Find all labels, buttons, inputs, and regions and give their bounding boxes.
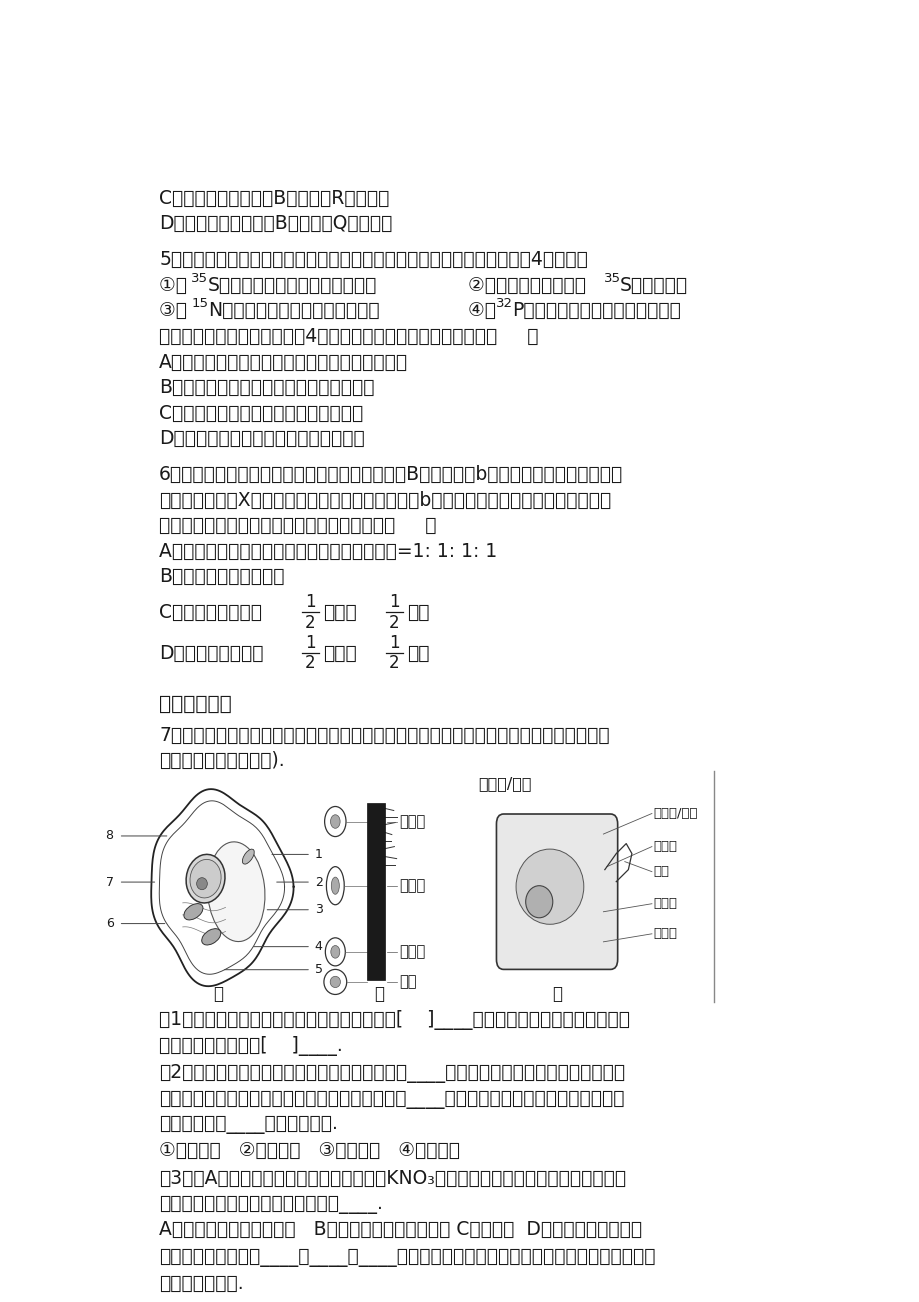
Ellipse shape — [331, 945, 339, 958]
Text: 成深色的染色体.: 成深色的染色体. — [159, 1273, 244, 1293]
Text: 株与窄叶雄株杂交，其后代的性别及表现型是（     ）: 株与窄叶雄株杂交，其后代的性别及表现型是（ ） — [159, 516, 437, 535]
Ellipse shape — [190, 859, 221, 898]
Text: C．沉淀、上清液、沉淀、沉淀和上清液: C．沉淀、上清液、沉淀、沉淀和上清液 — [159, 404, 363, 423]
Text: 乙: 乙 — [373, 984, 383, 1003]
Ellipse shape — [516, 849, 584, 924]
Text: 6: 6 — [106, 917, 113, 930]
Text: 分生区: 分生区 — [398, 944, 425, 960]
Text: 丙: 丙 — [551, 984, 562, 1003]
Text: 2: 2 — [305, 613, 315, 631]
Text: D．上清液、沉淀、沉淀和上清液、沉淀: D．上清液、沉淀、沉淀和上清液、沉淀 — [159, 430, 365, 448]
Ellipse shape — [186, 854, 225, 904]
Text: 35: 35 — [604, 272, 620, 285]
Text: C．全是雄株，其中: C．全是雄株，其中 — [159, 603, 262, 622]
Ellipse shape — [197, 878, 207, 889]
Text: A．宽叶雄株：宽叶雌株：窄叶雄株：窄叶雌株=1: 1: 1: 1: A．宽叶雄株：宽叶雌株：窄叶雄株：窄叶雌株=1: 1: 1: 1 — [159, 542, 497, 561]
Text: S标记的细菌: S标记的细菌 — [619, 276, 687, 294]
Text: A．液泡、线粒体、内质网   B．线粒体、液泡、核糖体 C．线粒体  D．细胞膜、液泡膜；: A．液泡、线粒体、内质网 B．线粒体、液泡、核糖体 C．线粒体 D．细胞膜、液泡… — [159, 1220, 641, 1240]
Text: （2）若用纤维素酶处理甲、丙两种细胞，则图中____细胞外层会发生明显变化，然后进行: （2）若用纤维素酶处理甲、丙两种细胞，则图中____细胞外层会发生明显变化，然后… — [159, 1064, 625, 1083]
Text: 宽叶、: 宽叶、 — [323, 603, 357, 622]
Text: 细胞层: 细胞层 — [652, 840, 676, 853]
Text: 根冠: 根冠 — [398, 974, 415, 990]
Ellipse shape — [325, 937, 345, 966]
Text: （1）甲图和乙图中都含有遗传物质的细胞器为[    ]____，与甲图细胞相比，乙图细胞中: （1）甲图和乙图中都含有遗传物质的细胞器为[ ]____，与甲图细胞相比，乙图细… — [159, 1010, 630, 1030]
Text: 2: 2 — [314, 875, 323, 888]
Text: 都不具有的细胞器是[    ]____.: 都不具有的细胞器是[ ]____. — [159, 1035, 343, 1056]
Text: D．在图乙上绘制装置B的曲线，Q点应左移: D．在图乙上绘制装置B的曲线，Q点应左移 — [159, 215, 392, 233]
Text: 核糖体/核核: 核糖体/核核 — [652, 807, 697, 820]
Text: 2: 2 — [389, 613, 400, 631]
Text: 宽叶、: 宽叶、 — [323, 644, 357, 663]
Ellipse shape — [201, 928, 221, 945]
Ellipse shape — [326, 867, 344, 905]
Text: 3: 3 — [314, 904, 323, 917]
Text: B．雌雄各半，全为宽叶: B．雌雄各半，全为宽叶 — [159, 568, 284, 586]
Text: 生命活动中的____（填入编号）.: 生命活动中的____（填入编号）. — [159, 1116, 337, 1134]
Text: 6．剪秋罗是一种雌雄异株的高等植物，有宽叶（B）和窄叶（b）两种类型，控制这两种性: 6．剪秋罗是一种雌雄异株的高等植物，有宽叶（B）和窄叶（b）两种类型，控制这两种… — [159, 465, 623, 484]
Text: B．沉淀、上清液、沉淀和上清液、上清液: B．沉淀、上清液、沉淀和上清液、上清液 — [159, 378, 374, 397]
Text: D．全是雌株，其中: D．全是雌株，其中 — [159, 644, 264, 663]
Text: 5．某研究人员模拟赫尔希和蔡斯关于噬菌体侵染细菌的实验，进行了以下4个实验：: 5．某研究人员模拟赫尔希和蔡斯关于噬菌体侵染细菌的实验，进行了以下4个实验： — [159, 250, 587, 270]
Text: 甲: 甲 — [213, 984, 223, 1003]
Text: 1: 1 — [305, 594, 315, 612]
Text: 取小麦根尖经解离、____、____、____后制成的临时装片，在其分生区细胞中看到被明显染: 取小麦根尖经解离、____、____、____后制成的临时装片，在其分生区细胞中… — [159, 1249, 655, 1267]
Text: 状的基因只位于X染色体上．研究发现，窄叶基因（b）可使花粉致死．现将杂合体宽叶雌: 状的基因只位于X染色体上．研究发现，窄叶基因（b）可使花粉致死．现将杂合体宽叶雌 — [159, 491, 611, 509]
Text: 细胞融合，该融合过程体现了细胞膜的结构特点是____．夏季白天图甲细胞能进行下列各项: 细胞融合，该融合过程体现了细胞膜的结构特点是____．夏季白天图甲细胞能进行下列… — [159, 1090, 624, 1109]
Text: 1: 1 — [389, 594, 400, 612]
Text: ③用: ③用 — [159, 301, 193, 320]
Text: （3）若A为洋葱表皮细胞，浸泡在一定浓度KNO₃溶液中发生了质壁分离后又出现自动复: （3）若A为洋葱表皮细胞，浸泡在一定浓度KNO₃溶液中发生了质壁分离后又出现自动… — [159, 1169, 626, 1187]
Text: P标记的噬菌体侵染未标记的细菌: P标记的噬菌体侵染未标记的细菌 — [512, 301, 680, 320]
Text: 细胞壁: 细胞壁 — [652, 897, 676, 910]
Text: ①用: ①用 — [159, 276, 193, 294]
Ellipse shape — [184, 904, 203, 921]
Text: 核糖体/核核: 核糖体/核核 — [478, 776, 531, 790]
Text: 二、非选择题: 二、非选择题 — [159, 695, 232, 713]
Text: 7: 7 — [106, 875, 113, 888]
Text: 32: 32 — [496, 297, 513, 310]
Ellipse shape — [324, 806, 346, 837]
Text: 细胞膜: 细胞膜 — [652, 927, 676, 940]
Text: N标记的噬菌体侵染未标记的细菌: N标记的噬菌体侵染未标记的细菌 — [208, 301, 379, 320]
Text: 7．如图甲是植物细胞亚显微结构模式图，图乙是小麦根尖结构模式图，据图回答（括号内: 7．如图甲是植物细胞亚显微结构模式图，图乙是小麦根尖结构模式图，据图回答（括号内 — [159, 725, 609, 745]
Text: ①光合作用   ②细胞呼吸   ③细胞增殖   ④渗透吸水: ①光合作用 ②细胞呼吸 ③细胞增殖 ④渗透吸水 — [159, 1141, 460, 1160]
Text: 2: 2 — [389, 655, 400, 672]
Text: 原，与质壁分离复原相关的细胞器有____.: 原，与质壁分离复原相关的细胞器有____. — [159, 1195, 382, 1213]
Ellipse shape — [330, 815, 340, 828]
Text: ④用: ④用 — [468, 301, 502, 320]
Ellipse shape — [323, 970, 346, 995]
Ellipse shape — [207, 842, 265, 941]
Text: 成熟区: 成熟区 — [398, 814, 425, 829]
FancyBboxPatch shape — [496, 814, 617, 970]
Text: 填标号，横线上填名称).: 填标号，横线上填名称). — [159, 751, 285, 771]
Ellipse shape — [525, 885, 552, 918]
Ellipse shape — [242, 849, 254, 865]
Text: 1: 1 — [389, 634, 400, 652]
Text: 狭叶: 狭叶 — [407, 603, 429, 622]
Text: 伸长区: 伸长区 — [398, 878, 425, 893]
Text: 1: 1 — [305, 634, 315, 652]
Text: 根毛: 根毛 — [652, 865, 669, 878]
Text: 5: 5 — [314, 963, 323, 976]
Ellipse shape — [330, 976, 340, 988]
Text: 15: 15 — [191, 297, 208, 310]
Ellipse shape — [331, 878, 339, 894]
Text: 1: 1 — [314, 848, 323, 861]
Text: ②未标记的噬菌体侵染: ②未标记的噬菌体侵染 — [468, 276, 591, 294]
Text: 8: 8 — [106, 829, 113, 842]
Text: 4: 4 — [314, 940, 323, 953]
Text: 35: 35 — [191, 272, 208, 285]
Text: S标记的噬菌体侵染未标记的细菌: S标记的噬菌体侵染未标记的细菌 — [208, 276, 377, 294]
Bar — [367, 803, 385, 980]
Text: C．在图乙上绘制装置B的曲线，R点应下移: C．在图乙上绘制装置B的曲线，R点应下移 — [159, 189, 389, 208]
Text: 狭叶: 狭叶 — [407, 644, 429, 663]
Text: 适宜时间后搅拌和离心，以上4个实验检测到放射性的主要部位是（     ）: 适宜时间后搅拌和离心，以上4个实验检测到放射性的主要部位是（ ） — [159, 327, 539, 346]
Text: A．上清液、沉淀、沉淀和上清液、沉淀和上清液: A．上清液、沉淀、沉淀和上清液、沉淀和上清液 — [159, 353, 408, 371]
Text: 2: 2 — [305, 655, 315, 672]
